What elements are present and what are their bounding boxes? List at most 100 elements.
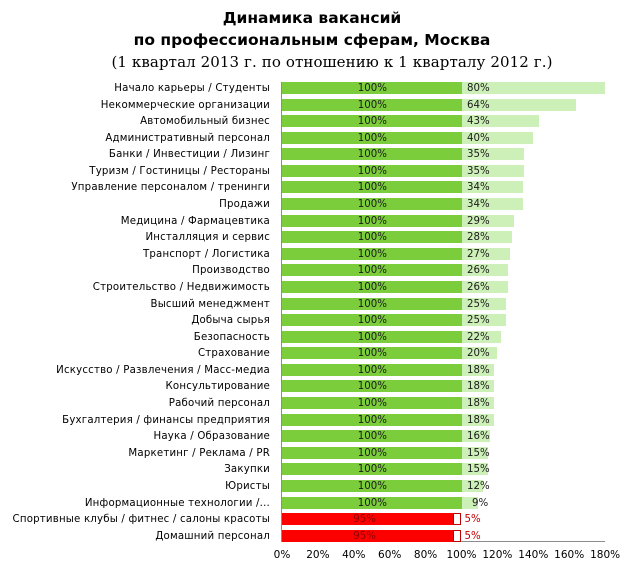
base-value-label: 100% <box>357 348 387 360</box>
change-bar <box>461 148 525 161</box>
base-bar <box>282 513 453 526</box>
category-label: Начало карьеры / Студенты <box>114 83 270 94</box>
change-value-label: 43% <box>467 116 490 128</box>
base-value-label: 100% <box>357 364 387 376</box>
bar-row: Инсталляция и сервис 100% 28% <box>0 229 624 246</box>
base-bar <box>282 430 462 443</box>
change-value-label: 18% <box>467 398 490 410</box>
change-bar <box>461 397 494 410</box>
change-bar <box>461 413 494 426</box>
change-value-label: 29% <box>467 215 490 227</box>
base-value-label: 100% <box>357 480 387 492</box>
change-value-label: 25% <box>467 298 490 310</box>
change-value-label: 35% <box>467 165 490 177</box>
change-value-label: 9% <box>472 497 489 509</box>
change-value-label: 64% <box>467 99 490 111</box>
base-value-label: 100% <box>357 381 387 393</box>
base-value-label: 100% <box>357 497 387 509</box>
base-bar <box>282 115 462 128</box>
bar-row: Автомобильный бизнес 100% 43% <box>0 113 624 130</box>
change-value-label: 34% <box>467 182 490 194</box>
change-bar <box>452 513 462 526</box>
base-bar <box>282 380 462 393</box>
change-bar <box>461 380 494 393</box>
base-bar <box>282 363 462 376</box>
change-bar <box>461 198 523 211</box>
base-bar <box>282 264 462 277</box>
bar-row: Управление персоналом / тренинги 100% 34% <box>0 179 624 196</box>
bar-row: Консультирование 100% 18% <box>0 378 624 395</box>
bar-row: Административный персонал 100% 40% <box>0 130 624 147</box>
category-label: Рабочий персонал <box>168 398 270 410</box>
change-bar <box>461 131 534 144</box>
x-tick-label: 100% <box>446 549 477 561</box>
base-value-label: 100% <box>357 331 387 343</box>
bar-row: Высший менеджмент 100% 25% <box>0 296 624 313</box>
base-value-label: 100% <box>357 215 387 227</box>
category-label: Строительство / Недвижимость <box>92 281 270 293</box>
base-value-label: 100% <box>357 199 387 211</box>
change-value-label: 18% <box>467 381 490 393</box>
change-value-label: 80% <box>467 83 490 94</box>
category-label: Автомобильный бизнес <box>140 116 270 128</box>
change-value-label: 20% <box>467 348 490 360</box>
bar-row: Банки / Инвестиции / Лизинг 100% 35% <box>0 146 624 163</box>
bar-row: Медицина / Фармацевтика 100% 29% <box>0 213 624 230</box>
base-value-label: 100% <box>357 431 387 443</box>
base-bar <box>282 280 462 293</box>
base-bar <box>282 463 462 476</box>
change-bar <box>452 529 462 542</box>
category-label: Домашний персонал <box>155 530 270 542</box>
change-value-label: 26% <box>467 281 490 293</box>
bar-row: Домашний персонал 95% 5% <box>0 528 624 545</box>
change-value-label: 25% <box>467 315 490 327</box>
category-label: Административный персонал <box>105 132 270 144</box>
base-bar <box>282 347 462 360</box>
category-label: Банки / Инвестиции / Лизинг <box>108 149 270 161</box>
base-bar <box>282 397 462 410</box>
change-bar <box>461 347 498 360</box>
base-value-label: 100% <box>357 447 387 459</box>
change-value-label: 28% <box>467 232 490 244</box>
base-bar <box>282 496 462 509</box>
bar-row: Бухгалтерия / финансы предприятия 100% 18% <box>0 412 624 429</box>
change-value-label: 5% <box>464 530 481 542</box>
change-bar <box>461 446 489 459</box>
x-tick-label: 180% <box>590 549 621 561</box>
chart-period: (1 квартал 2013 г. по отношению к 1 квар… <box>111 53 553 71</box>
category-label: Высший менеджмент <box>150 298 270 310</box>
change-value-label: 12% <box>467 480 490 492</box>
change-bar <box>461 297 507 310</box>
change-bar <box>461 430 491 443</box>
change-bar <box>461 164 525 177</box>
base-value-label: 100% <box>357 116 387 128</box>
change-value-label: 40% <box>467 132 490 144</box>
bar-row: Спортивные клубы / фитнес / салоны красо… <box>0 511 624 528</box>
base-value-label: 100% <box>357 132 387 144</box>
category-label: Некоммерческие организации <box>100 99 270 111</box>
base-value-label: 100% <box>357 414 387 426</box>
change-bar <box>461 463 489 476</box>
bar-row: Некоммерческие организации 100% 64% <box>0 97 624 114</box>
base-value-label: 100% <box>357 149 387 161</box>
change-bar <box>461 314 507 327</box>
change-value-label: 35% <box>467 149 490 161</box>
base-bar <box>282 131 462 144</box>
base-bar <box>282 529 453 542</box>
base-value-label: 100% <box>357 398 387 410</box>
change-value-label: 26% <box>467 265 490 277</box>
change-bar <box>461 363 494 376</box>
bar-row: Продажи 100% 34% <box>0 196 624 213</box>
bar-row: Безопасность 100% 22% <box>0 329 624 346</box>
chart-title: Динамика вакансий <box>222 9 402 27</box>
x-tick-label: 120% <box>482 549 513 561</box>
x-tick-label: 140% <box>518 549 549 561</box>
base-value-label: 95% <box>353 514 376 526</box>
bar-row: Транспорт / Логистика 100% 27% <box>0 246 624 263</box>
y-axis-line <box>281 82 282 542</box>
base-value-label: 100% <box>357 182 387 194</box>
base-bar <box>282 214 462 227</box>
change-value-label: 34% <box>467 199 490 211</box>
category-label: Инсталляция и сервис <box>145 232 270 244</box>
